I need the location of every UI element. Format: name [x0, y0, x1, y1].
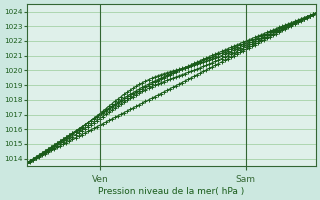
X-axis label: Pression niveau de la mer( hPa ): Pression niveau de la mer( hPa )	[98, 187, 244, 196]
